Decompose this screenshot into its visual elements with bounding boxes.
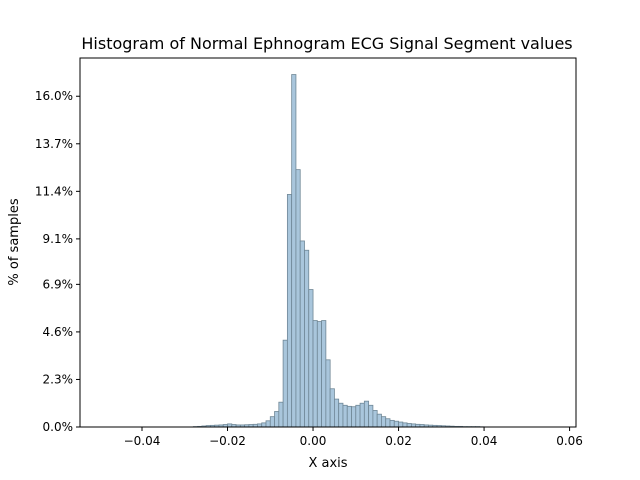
histogram-bar (269, 416, 275, 428)
y-tick-label: 11.4% (35, 184, 73, 198)
histogram-bar (368, 404, 374, 428)
histogram-bar (393, 420, 399, 428)
x-tick-label: 0.06 (556, 434, 583, 448)
histogram-bar (274, 411, 280, 428)
x-tick-label: −0.02 (209, 434, 246, 448)
histogram-bar (363, 400, 370, 428)
histogram-bar (299, 240, 305, 428)
x-tick-label: −0.04 (124, 434, 161, 448)
histogram-bar (278, 401, 284, 428)
histogram-bar (406, 423, 412, 428)
histogram-bar (389, 419, 395, 428)
histogram-bar (316, 321, 322, 428)
histogram-bar (402, 422, 408, 428)
y-tick-label: 2.3% (43, 372, 74, 386)
histogram-bar (342, 404, 348, 428)
histogram-bar (329, 388, 335, 428)
y-tick-label: 4.6% (43, 325, 74, 339)
histogram-bar (338, 402, 344, 428)
histogram-bar (398, 421, 404, 428)
histogram-bar (312, 320, 318, 428)
x-axis: −0.04 −0.02 0.00 0.02 0.04 0.06 (124, 427, 583, 448)
histogram-bar (295, 169, 301, 428)
histogram-bar (304, 249, 310, 428)
histogram-bar (359, 402, 365, 428)
x-axis-label: X axis (308, 456, 347, 471)
histogram-bar (381, 416, 387, 428)
histogram-bar (376, 413, 382, 428)
bars-group (192, 74, 485, 428)
y-tick-label: 6.9% (43, 277, 74, 291)
x-tick-label: 0.02 (385, 434, 412, 448)
histogram-bar (321, 320, 327, 428)
histogram-bar (308, 289, 314, 428)
histogram-bar (351, 406, 357, 428)
plot-frame (79, 57, 577, 428)
histogram-bar (334, 398, 340, 428)
histogram-bar (265, 420, 271, 428)
histogram-bar (286, 194, 293, 428)
y-axis-label: % of samples (7, 198, 22, 285)
y-axis: 0.0% 2.3% 4.6% 6.9% 9.1% 11.4% 13.7% 16.0% (35, 89, 80, 434)
histogram-bar (372, 410, 378, 428)
x-tick-label: 0.04 (471, 434, 498, 448)
y-tick-label: 0.0% (43, 420, 74, 434)
histogram-bar (291, 74, 297, 428)
histogram-bar (385, 418, 391, 428)
y-tick-label: 16.0% (35, 89, 73, 103)
chart-title: Histogram of Normal Ephnogram ECG Signal… (81, 34, 572, 53)
histogram-bar (261, 422, 267, 428)
histogram-bar (355, 404, 361, 428)
histogram-bar (346, 405, 352, 428)
y-tick-label: 13.7% (35, 137, 73, 151)
x-tick-label: 0.00 (300, 434, 327, 448)
y-tick-label: 9.1% (43, 232, 74, 246)
histogram-bar (325, 359, 331, 428)
histogram-bar (282, 339, 288, 428)
